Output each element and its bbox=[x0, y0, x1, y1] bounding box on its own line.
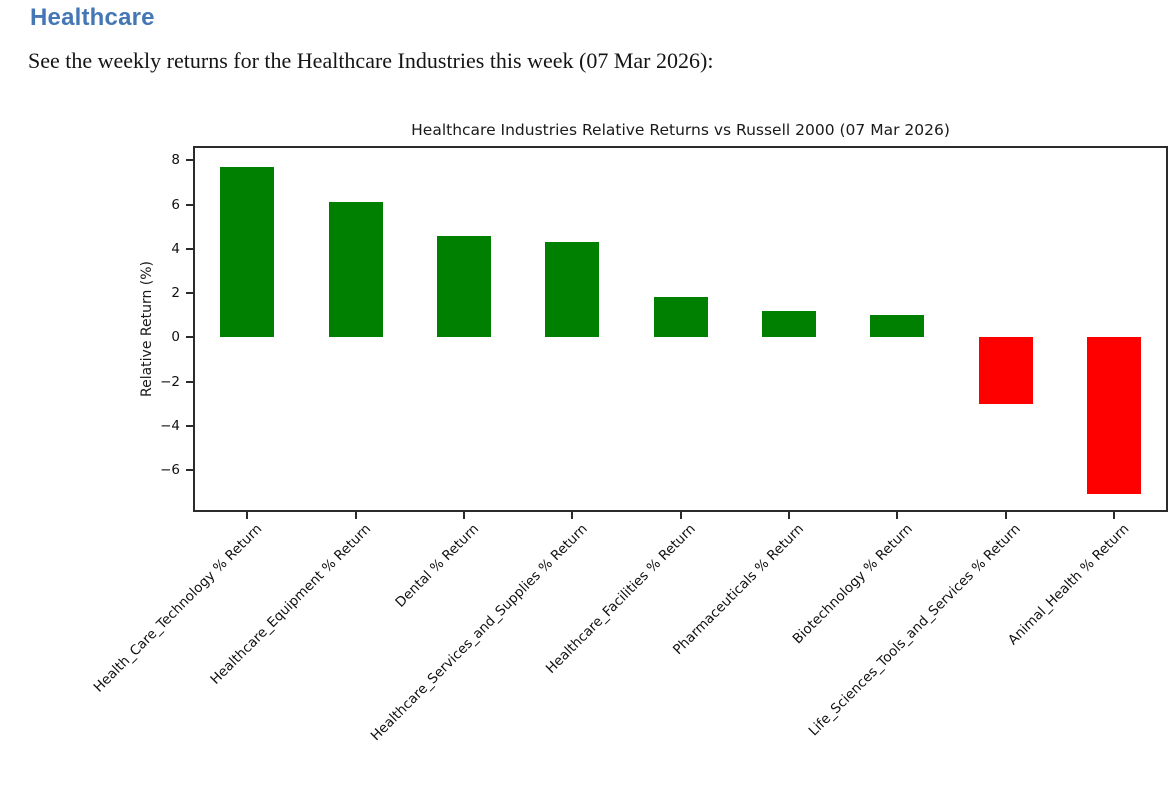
x-tick-mark bbox=[462, 512, 465, 519]
x-tick-label: Biotechnology % Return bbox=[789, 521, 916, 648]
y-tick-mark bbox=[186, 380, 193, 383]
y-tick-label: 6 bbox=[171, 196, 180, 213]
x-tick-mark bbox=[246, 512, 249, 519]
x-tick-mark bbox=[1004, 512, 1007, 519]
x-tick-label: Animal_Health % Return bbox=[1004, 521, 1133, 649]
y-tick-mark bbox=[186, 159, 193, 162]
x-tick-mark bbox=[896, 512, 899, 519]
chart-title: Healthcare Industries Relative Returns v… bbox=[411, 121, 950, 139]
x-tick-label: Dental % Return bbox=[392, 521, 483, 611]
y-tick-label: 4 bbox=[171, 240, 180, 257]
bar-3 bbox=[436, 235, 491, 338]
x-tick-mark bbox=[787, 512, 790, 519]
x-tick-label: Life_Sciences_Tools_and_Services % Retur… bbox=[805, 521, 1024, 740]
bar-4 bbox=[545, 242, 600, 338]
y-tick-mark bbox=[186, 203, 193, 206]
y-tick-label: 2 bbox=[171, 285, 180, 302]
y-tick-mark bbox=[186, 336, 193, 339]
section-heading: Healthcare bbox=[30, 4, 155, 31]
bar-6 bbox=[761, 310, 816, 338]
x-tick-mark bbox=[1112, 512, 1115, 519]
intro-text: See the weekly returns for the Healthcar… bbox=[28, 48, 714, 73]
x-tick-label: Pharmaceuticals % Return bbox=[670, 521, 808, 658]
x-tick-label: Health_Care_Technology % Return bbox=[90, 521, 266, 696]
y-tick-mark bbox=[186, 468, 193, 471]
bar-5 bbox=[653, 297, 708, 338]
x-tick-label: Healthcare_Services_and_Supplies % Retur… bbox=[367, 521, 591, 745]
x-tick-mark bbox=[679, 512, 682, 519]
x-tick-mark bbox=[354, 512, 357, 519]
y-tick-label: −6 bbox=[160, 461, 180, 478]
y-tick-mark bbox=[186, 424, 193, 427]
bar-1 bbox=[220, 167, 275, 338]
x-tick-mark bbox=[571, 512, 574, 519]
y-tick-label: −2 bbox=[160, 373, 180, 390]
y-tick-mark bbox=[186, 247, 193, 250]
y-tick-label: −4 bbox=[160, 417, 180, 434]
bar-2 bbox=[328, 202, 383, 338]
y-tick-mark bbox=[186, 292, 193, 295]
y-tick-label: 8 bbox=[171, 152, 180, 169]
bar-9 bbox=[1086, 337, 1141, 495]
bar-8 bbox=[978, 337, 1033, 404]
bar-7 bbox=[870, 315, 925, 338]
y-tick-label: 0 bbox=[171, 329, 180, 346]
